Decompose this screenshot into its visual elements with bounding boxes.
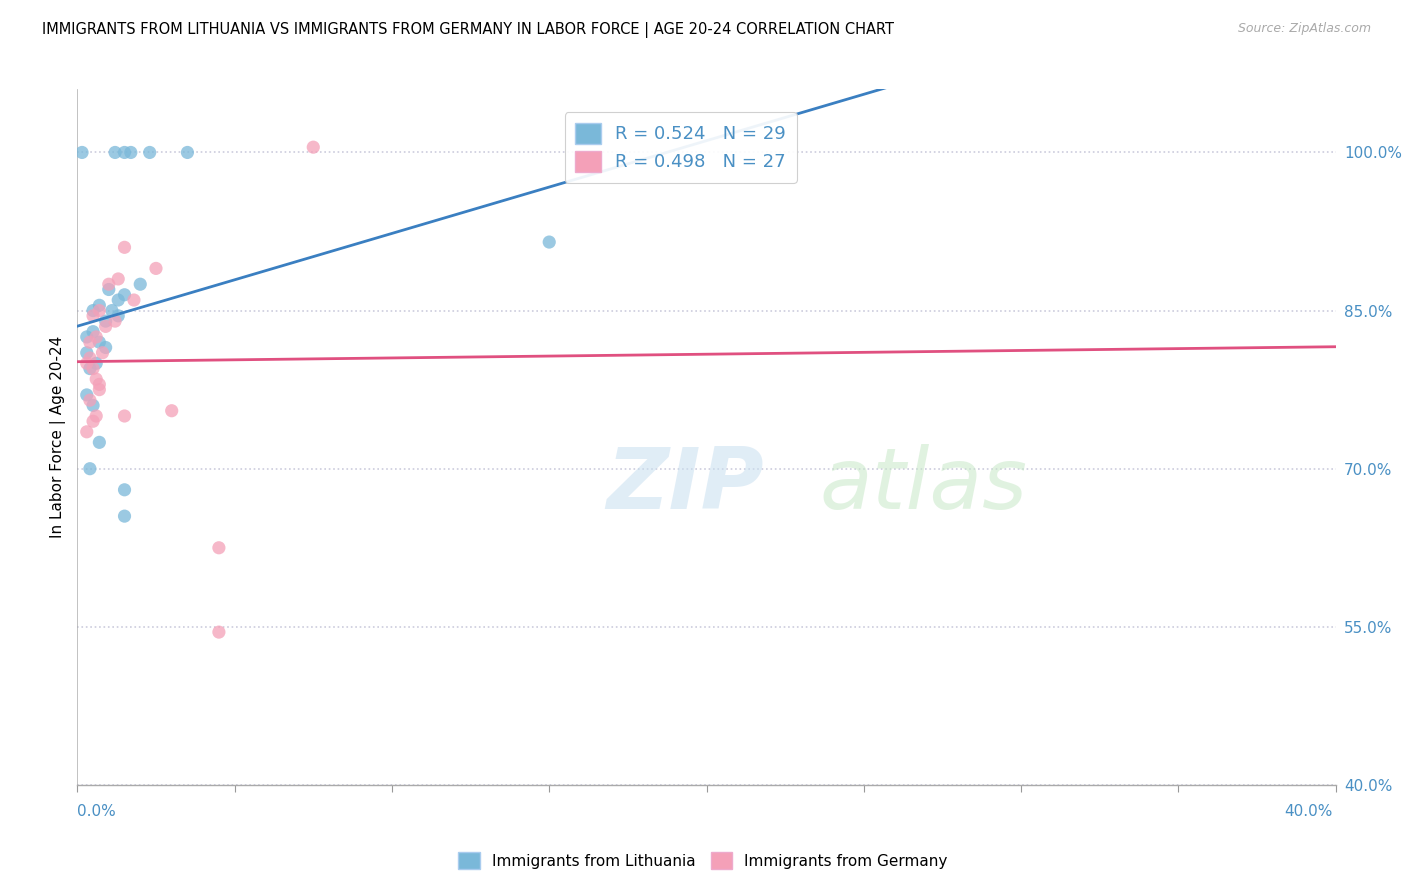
- Point: [79, 335, 101, 350]
- Point: [208, 541, 231, 555]
- Point: [79, 393, 101, 408]
- Point: [107, 293, 129, 307]
- Point: [76, 425, 98, 439]
- Point: [82, 361, 104, 376]
- Point: [82, 414, 104, 428]
- Point: [76, 330, 98, 344]
- Text: IMMIGRANTS FROM LITHUANIA VS IMMIGRANTS FROM GERMANY IN LABOR FORCE | AGE 20-24 : IMMIGRANTS FROM LITHUANIA VS IMMIGRANTS …: [42, 22, 894, 38]
- Point: [97, 277, 120, 292]
- Point: [94, 341, 117, 355]
- Point: [101, 303, 124, 318]
- Point: [82, 303, 104, 318]
- Point: [89, 435, 111, 450]
- Point: [176, 145, 198, 160]
- Point: [70, 145, 93, 160]
- Point: [114, 409, 136, 423]
- Point: [107, 272, 129, 286]
- Point: [84, 409, 107, 423]
- Text: atlas: atlas: [820, 444, 1028, 527]
- Point: [114, 240, 136, 254]
- Text: 0.0%: 0.0%: [77, 805, 117, 819]
- Point: [97, 283, 120, 297]
- Point: [160, 403, 183, 417]
- Point: [76, 388, 98, 402]
- Point: [114, 145, 136, 160]
- Point: [89, 298, 111, 312]
- Point: [84, 356, 107, 370]
- Point: [145, 261, 167, 276]
- Point: [538, 235, 561, 249]
- Point: [76, 356, 98, 370]
- Legend: Immigrants from Lithuania, Immigrants from Germany: Immigrants from Lithuania, Immigrants fr…: [453, 846, 953, 875]
- Point: [89, 303, 111, 318]
- Point: [94, 314, 117, 328]
- Point: [82, 309, 104, 323]
- Point: [94, 319, 117, 334]
- Legend: R = 0.524   N = 29, R = 0.498   N = 27: R = 0.524 N = 29, R = 0.498 N = 27: [565, 112, 797, 183]
- Y-axis label: In Labor Force | Age 20-24: In Labor Force | Age 20-24: [51, 336, 66, 538]
- Point: [89, 383, 111, 397]
- Point: [129, 277, 152, 292]
- Point: [104, 145, 127, 160]
- Text: ZIP: ZIP: [606, 444, 763, 527]
- Point: [120, 145, 142, 160]
- Point: [89, 335, 111, 350]
- Point: [91, 345, 114, 359]
- Point: [82, 325, 104, 339]
- Point: [114, 483, 136, 497]
- Point: [79, 351, 101, 365]
- Point: [76, 345, 98, 359]
- Point: [82, 399, 104, 413]
- Point: [79, 461, 101, 475]
- Point: [84, 330, 107, 344]
- Point: [114, 287, 136, 301]
- Point: [84, 372, 107, 386]
- Point: [122, 293, 145, 307]
- Point: [89, 377, 111, 392]
- Point: [114, 509, 136, 524]
- Point: [104, 314, 127, 328]
- Point: [79, 361, 101, 376]
- Point: [208, 625, 231, 640]
- Text: 40.0%: 40.0%: [1285, 805, 1333, 819]
- Point: [302, 140, 325, 154]
- Point: [107, 309, 129, 323]
- Point: [138, 145, 160, 160]
- Text: Source: ZipAtlas.com: Source: ZipAtlas.com: [1237, 22, 1371, 36]
